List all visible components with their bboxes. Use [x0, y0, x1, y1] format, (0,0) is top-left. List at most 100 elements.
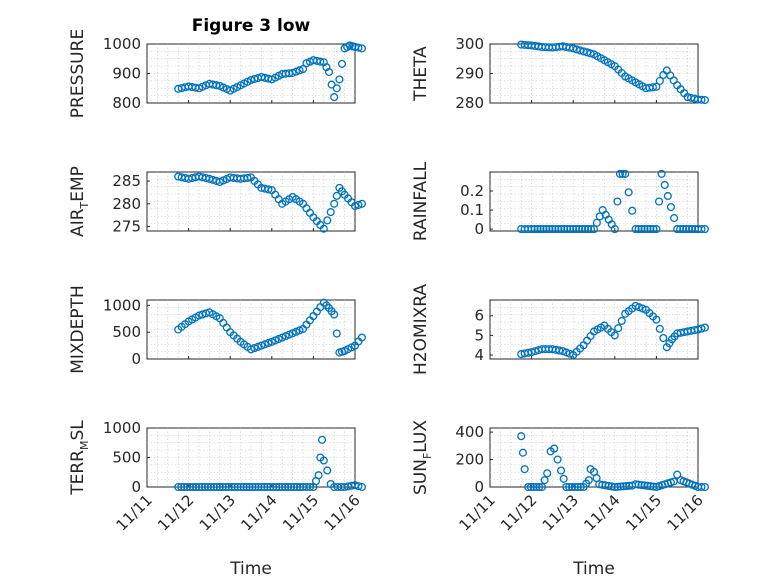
h2omixra-point [655, 324, 664, 333]
rainfall-point [682, 225, 691, 234]
terr_msl-point [197, 482, 207, 492]
sun_flux-xtick-label: 11/15 [622, 491, 665, 534]
mixdepth-point [250, 344, 259, 353]
pressure-point [354, 43, 363, 52]
terr_msl-point [284, 482, 293, 492]
rainfall-ytick-label: 0.1 [460, 201, 484, 219]
rainfall-point [660, 180, 669, 189]
terr_msl-xtick-label: 11/16 [321, 491, 364, 534]
xlabel-left: Time [229, 559, 272, 579]
sun_flux-xtick-label: 11/11 [456, 491, 499, 534]
h2omixra-point [652, 315, 661, 324]
mixdepth-point [257, 341, 266, 350]
rainfall-point [557, 225, 566, 234]
terr_msl-point [254, 482, 263, 492]
pressure-ytick-label: 1000 [103, 35, 141, 53]
rainfall-point [666, 202, 676, 212]
terr_msl-point [357, 482, 366, 492]
sun_flux-point [573, 482, 582, 492]
sun_flux-ytick-label: 0 [474, 478, 484, 496]
rainfall-ytick-label: 0.2 [460, 182, 484, 200]
rainfall-point [575, 225, 584, 234]
rainfall-point [572, 225, 581, 234]
terr_msl-point [290, 482, 299, 492]
rainfall-point [685, 225, 694, 234]
terr_msl-xtick-label: 11/14 [237, 491, 280, 534]
terr_msl-point [245, 482, 254, 492]
terr_msl-point [236, 482, 245, 492]
rainfall-point [624, 188, 633, 197]
pressure-point [337, 59, 347, 68]
air_temp-ytick-label: 280 [112, 195, 141, 213]
terr_msl-point [323, 466, 332, 475]
sun_flux-point [532, 482, 541, 492]
terr_msl-point [239, 482, 248, 492]
terr_msl-point [221, 482, 230, 492]
pressure-point [316, 57, 325, 66]
terr_msl-xtick-label: 11/15 [279, 491, 322, 534]
air_temp-point [332, 191, 341, 200]
sun_flux-point [559, 474, 568, 483]
rainfall-point [631, 225, 640, 234]
sun_flux-point [550, 444, 559, 453]
figure-title: Figure 3 low [192, 16, 311, 36]
terr_msl-point [354, 482, 363, 491]
air_temp-point [350, 201, 360, 211]
air_temp-point [330, 199, 339, 208]
h2omixra-ylabel: H2OMIXRA [411, 284, 431, 375]
terr_msl-xtick-label: 11/13 [196, 491, 239, 534]
rainfall-point [657, 169, 666, 178]
terr_msl-point [212, 482, 221, 492]
terr_msl-point [209, 482, 218, 492]
theta-point [586, 49, 595, 58]
h2omixra-ytick-label: 4 [474, 346, 484, 364]
sun_flux-point [517, 432, 526, 441]
air_temp-point [243, 173, 252, 182]
rainfall-point [589, 225, 599, 234]
sun_flux-point [697, 482, 706, 492]
sun_flux-point [619, 482, 628, 491]
air_temp-point [357, 199, 366, 208]
terr_msl-ytick-label: 1000 [103, 419, 141, 437]
air_temp-point [326, 208, 335, 217]
rainfall-point [592, 218, 601, 227]
sun_flux-ytick-label: 200 [455, 451, 484, 469]
rainfall-point [545, 225, 554, 234]
rainfall-point [584, 225, 593, 234]
theta-point [648, 83, 657, 92]
terr_msl-point [189, 482, 198, 492]
sun_flux-point [649, 482, 658, 491]
pressure-ytick-label: 800 [112, 94, 141, 112]
rainfall-point [613, 197, 622, 206]
mixdepth-point [246, 345, 256, 354]
sun_flux-point [557, 466, 566, 475]
rainfall-point [610, 225, 619, 234]
rainfall-point [554, 225, 563, 234]
rainfall-point [663, 191, 672, 201]
theta-ylabel: THETA [411, 46, 431, 102]
sun_flux-point [610, 482, 619, 492]
sun_flux-ytick-label: 400 [455, 423, 484, 441]
sun_flux-xtick-label: 11/14 [580, 491, 623, 534]
sun_flux-point [570, 482, 579, 492]
rainfall-point [566, 225, 575, 234]
terr_msl-xtick-label: 11/12 [154, 491, 197, 534]
air_temp-point [323, 216, 332, 225]
pressure-point [298, 65, 308, 74]
sun_flux-point [540, 476, 549, 485]
sun_flux-point [553, 455, 562, 464]
sun_flux-point [520, 465, 529, 474]
theta-ytick-label: 300 [455, 35, 484, 53]
sun_flux-xtick-label: 11/12 [497, 491, 540, 534]
rainfall-point [652, 225, 661, 234]
terr_msl-ylabel: TERRMSL [68, 420, 91, 496]
rainfall-point [621, 169, 630, 178]
sun_flux-point [535, 482, 544, 492]
h2omixra-point [610, 331, 619, 340]
sun_flux-point [640, 481, 649, 490]
sun_flux-xtick-label: 11/13 [539, 491, 582, 534]
sun_flux-point [526, 482, 535, 492]
theta-point [652, 82, 661, 91]
theta-point [697, 95, 706, 104]
terr_msl-point [260, 482, 269, 492]
